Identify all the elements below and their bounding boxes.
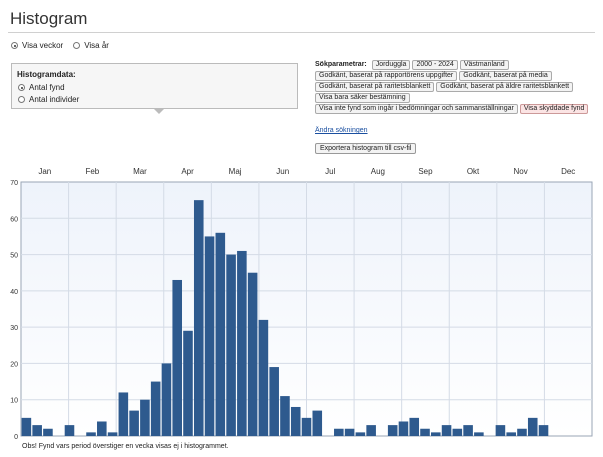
footer-note: Obs! Fynd vars period överstiger en veck… bbox=[22, 443, 229, 450]
y-tick-label: 10 bbox=[10, 398, 18, 405]
y-tick-label: 30 bbox=[10, 325, 18, 332]
histogram-bar bbox=[398, 421, 409, 436]
histogram-bar bbox=[517, 428, 527, 436]
histogram-bar bbox=[183, 330, 193, 436]
histogram-bar bbox=[495, 425, 506, 436]
month-label: Jan bbox=[38, 167, 51, 176]
histogram-bar bbox=[107, 432, 118, 436]
panel-title: Histogramdata: bbox=[17, 70, 76, 79]
radio-antal-fynd[interactable] bbox=[18, 84, 25, 91]
search-tag[interactable]: 2000 - 2024 bbox=[412, 60, 458, 70]
month-label: Sep bbox=[418, 167, 433, 176]
y-tick-label: 60 bbox=[10, 216, 18, 223]
histogram-bar bbox=[334, 428, 344, 436]
y-tick-label: 40 bbox=[10, 289, 18, 296]
title-divider bbox=[8, 32, 595, 33]
histogram-bar bbox=[290, 406, 301, 436]
month-label: Apr bbox=[181, 167, 194, 176]
month-label: Mar bbox=[133, 167, 147, 176]
histogram-bar bbox=[538, 425, 549, 436]
month-label: Dec bbox=[561, 167, 575, 176]
histogram-chart: Jan Feb Mar Apr Maj Jun Jul Aug Sep Okt Nov Dec 0 10 2… bbox=[10, 167, 593, 441]
month-label: Nov bbox=[514, 167, 528, 176]
histogram-bar bbox=[237, 250, 247, 436]
search-tag[interactable]: Visa inte fynd som ingår i bedömningar o… bbox=[315, 104, 518, 114]
search-tag[interactable]: Jorduggla bbox=[371, 60, 411, 70]
month-label: Okt bbox=[467, 167, 480, 176]
histogram-bar bbox=[527, 417, 538, 436]
histogram-bar bbox=[474, 432, 484, 436]
histogram-bar bbox=[301, 417, 312, 436]
radio-antal-individer[interactable] bbox=[18, 96, 25, 103]
histogram-bar bbox=[193, 200, 204, 436]
radio-years[interactable] bbox=[73, 42, 81, 49]
histogram-bar bbox=[226, 254, 236, 436]
histogram-bar bbox=[118, 392, 129, 436]
histogram-bar bbox=[215, 232, 226, 436]
search-tag[interactable]: Godkänt, baserat på media bbox=[459, 71, 552, 81]
option-antal-individer[interactable]: Antal individer bbox=[18, 95, 79, 104]
change-search-link[interactable]: Ändra sökningen bbox=[315, 127, 368, 134]
histogram-bar bbox=[366, 425, 376, 436]
histogram-bar bbox=[150, 381, 161, 436]
search-params-label: Sökparametrar: bbox=[315, 61, 367, 68]
month-label: Jun bbox=[276, 167, 289, 176]
histogram-bar bbox=[506, 432, 516, 436]
histogram-bar bbox=[463, 425, 473, 436]
search-tag[interactable]: Visa skyddade fynd bbox=[519, 104, 589, 114]
view-toggle: Visa veckor Visa år bbox=[11, 41, 115, 50]
y-tick-label: 20 bbox=[10, 361, 18, 368]
histogram-bar bbox=[97, 421, 107, 436]
histogram-bar bbox=[172, 279, 183, 436]
histogram-bar bbox=[312, 410, 323, 436]
histogram-bar bbox=[129, 410, 139, 436]
histogram-bar bbox=[452, 428, 463, 436]
histogram-bar bbox=[258, 319, 269, 436]
histogram-bar bbox=[247, 272, 258, 436]
month-label: Jul bbox=[325, 167, 335, 176]
histogram-bar bbox=[430, 432, 441, 436]
histogram-bar bbox=[204, 236, 215, 436]
histogram-bar bbox=[409, 417, 420, 436]
histogram-bar bbox=[43, 428, 53, 436]
page-title: Histogram bbox=[10, 9, 88, 28]
panel-pointer bbox=[154, 109, 164, 114]
search-tag[interactable]: Västmanland bbox=[459, 60, 509, 70]
search-params: Sökparametrar: Jorduggla 2000 - 2024 Västm… bbox=[315, 60, 595, 115]
month-label: Feb bbox=[85, 167, 99, 176]
radio-weeks-label[interactable]: Visa veckor bbox=[22, 41, 64, 50]
search-tag[interactable]: Godkänt, baserat på rapportörens uppgift… bbox=[315, 71, 458, 81]
histogram-bar bbox=[86, 432, 96, 436]
search-tag[interactable]: Godkänt, baserat på äldre raritetsblanke… bbox=[436, 82, 574, 92]
histogram-data-panel: Histogramdata: Antal fynd Antal individe… bbox=[11, 63, 298, 109]
histogram-bar bbox=[21, 417, 32, 436]
y-tick-label: 70 bbox=[10, 180, 18, 187]
radio-weeks[interactable] bbox=[11, 42, 18, 49]
month-label: Aug bbox=[371, 167, 385, 176]
histogram-bar bbox=[387, 425, 398, 436]
month-label: Maj bbox=[229, 167, 242, 176]
histogram-bar bbox=[355, 432, 366, 436]
y-tick-label: 50 bbox=[10, 253, 18, 260]
histogram-bar bbox=[420, 428, 430, 436]
option-antal-fynd-label[interactable]: Antal fynd bbox=[29, 83, 65, 92]
option-antal-individer-label[interactable]: Antal individer bbox=[29, 95, 80, 104]
histogram-bar bbox=[280, 396, 290, 436]
option-antal-fynd[interactable]: Antal fynd bbox=[18, 83, 65, 92]
search-tag[interactable]: Visa bara säker bestämning bbox=[315, 93, 410, 103]
y-tick-label: 0 bbox=[14, 434, 18, 441]
search-tag[interactable]: Godkänt, baserat på raritetsblankett bbox=[315, 82, 435, 92]
radio-years-label[interactable]: Visa år bbox=[84, 41, 109, 50]
histogram-bar bbox=[140, 399, 150, 436]
histogram-bar bbox=[32, 425, 42, 436]
histogram-bar bbox=[344, 428, 355, 436]
export-csv-button[interactable]: Exportera histogram till csv-fil bbox=[315, 143, 417, 154]
histogram-bar bbox=[64, 425, 75, 436]
histogram-bar bbox=[441, 425, 452, 436]
histogram-bar bbox=[161, 363, 172, 436]
histogram-bar bbox=[269, 367, 279, 436]
